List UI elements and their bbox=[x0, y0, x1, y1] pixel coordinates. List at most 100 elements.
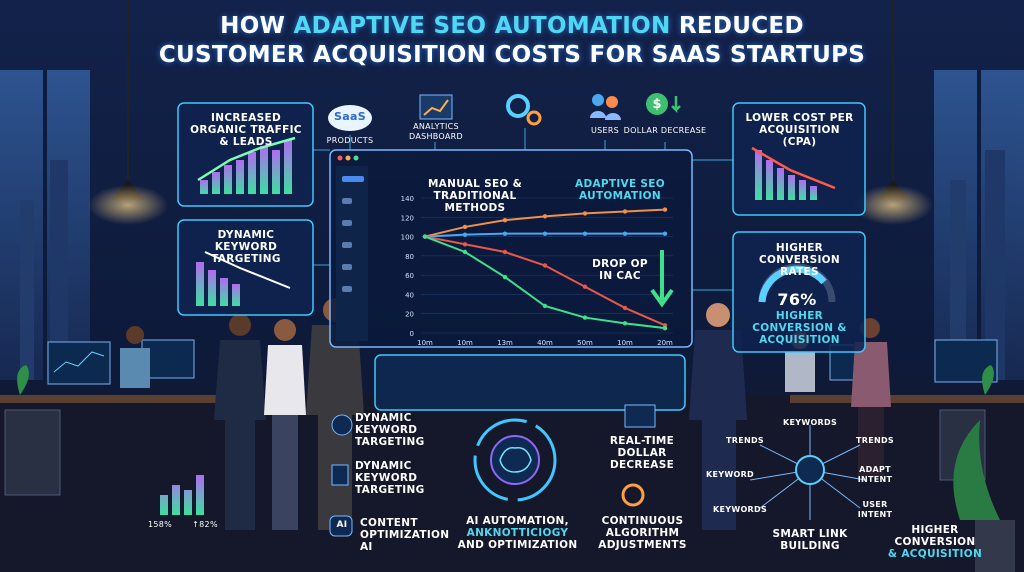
footer-line: & ACQUISITION bbox=[887, 548, 983, 560]
title-highlight: ADAPTIVE SEO AUTOMATION bbox=[293, 13, 671, 39]
title-text: HOW bbox=[220, 13, 286, 39]
panel-title: DYNAMIC KEYWORD TARGETING bbox=[211, 229, 281, 265]
feature-label: CONTENT OPTIMIZATION AI bbox=[360, 517, 450, 553]
data-point bbox=[462, 249, 468, 255]
data-point bbox=[622, 305, 628, 311]
svg-text:$: $ bbox=[652, 97, 661, 112]
y-tick-label: 40 bbox=[405, 291, 414, 299]
y-tick-label: 0 bbox=[410, 330, 414, 338]
data-point bbox=[582, 284, 588, 289]
data-point bbox=[662, 207, 668, 212]
y-tick-label: 20 bbox=[405, 311, 414, 319]
data-point bbox=[462, 232, 468, 237]
feature-label: DYNAMIC KEYWORD TARGETING bbox=[355, 412, 425, 448]
feature-label: DYNAMIC KEYWORD TARGETING bbox=[355, 460, 425, 496]
ai-badge: AI bbox=[336, 520, 348, 530]
windows bbox=[0, 70, 1024, 380]
network-node: KEYWORDS bbox=[712, 505, 768, 514]
footer-line: HIGHER CONVERSION bbox=[894, 524, 976, 548]
x-tick-label: 10m bbox=[417, 339, 433, 347]
icon-label: PRODUCTS bbox=[326, 136, 374, 145]
network-node: ADAPT INTENT bbox=[857, 465, 893, 484]
x-tick-label: 20m bbox=[657, 339, 673, 347]
gauge-value: 76% bbox=[777, 290, 817, 309]
data-point bbox=[502, 249, 508, 255]
data-point bbox=[462, 242, 468, 247]
network-node: KEYWORD bbox=[706, 470, 754, 479]
y-tick-label: 100 bbox=[401, 234, 414, 242]
network-node: KEYWORDS bbox=[782, 418, 838, 427]
panel-icons: $ bbox=[160, 93, 836, 515]
feature-label: CONTINUOUS ALGORITHM ADJUSTMENTS bbox=[598, 515, 687, 551]
y-tick-label: 140 bbox=[401, 195, 414, 203]
icon-label: DOLLAR DECREASE bbox=[623, 126, 707, 135]
data-point bbox=[542, 303, 548, 309]
panel-title: HIGHER CONVERSION RATES bbox=[759, 242, 840, 278]
data-point bbox=[582, 211, 588, 216]
icon-label: USERS bbox=[590, 126, 620, 135]
dashboard-chart: 0 20 40 60 80 100 120 140 10m 10m 13m 40m 50m 10m 20m bbox=[336, 155, 674, 347]
panel-title: LOWER COST PER ACQUISITION (CPA) bbox=[745, 112, 854, 148]
data-point bbox=[502, 274, 508, 280]
data-point bbox=[662, 231, 668, 236]
stat: ↑82% bbox=[192, 520, 218, 529]
data-point bbox=[622, 209, 628, 214]
data-point bbox=[502, 217, 508, 223]
lamps bbox=[88, 0, 933, 225]
network-node: TRENDS bbox=[856, 436, 894, 445]
feature-label: REAL-TIME DOLLAR DECREASE bbox=[609, 435, 675, 471]
chart-annotation: DROP OP IN CAC bbox=[592, 258, 648, 282]
panel-title: INCREASED ORGANIC TRAFFIC & LEADS bbox=[190, 112, 302, 148]
hub-line: ANKNOTTICIOGY bbox=[466, 527, 569, 539]
x-tick-label: 40m bbox=[537, 339, 553, 347]
data-point bbox=[542, 231, 548, 236]
sidebar-item bbox=[342, 220, 352, 226]
hub-line: AI AUTOMATION, bbox=[466, 515, 569, 527]
chart-label: ADAPTIVE SEO AUTOMATION bbox=[575, 178, 665, 202]
network-node: TRENDS bbox=[726, 436, 764, 445]
sidebar-item bbox=[342, 198, 352, 204]
data-point bbox=[582, 231, 588, 236]
data-point bbox=[582, 315, 588, 320]
title: HOW ADAPTIVE SEO AUTOMATION REDUCED CUST… bbox=[90, 12, 934, 70]
data-point bbox=[502, 231, 508, 236]
panel-caption: HIGHER CONVERSION & ACQUISITION bbox=[752, 310, 847, 346]
drop-arrow bbox=[650, 250, 674, 308]
data-point bbox=[422, 234, 428, 239]
data-point bbox=[542, 214, 548, 219]
icon-label: ANALYTICS DASHBOARD bbox=[409, 122, 463, 141]
connectors bbox=[313, 128, 733, 291]
window-dot bbox=[353, 155, 359, 161]
sidebar bbox=[336, 166, 368, 341]
title-text: CUSTOMER ACQUISITION COSTS FOR SAAS STAR… bbox=[158, 42, 866, 68]
y-tick-label: 80 bbox=[405, 253, 414, 261]
bottom-decor bbox=[329, 404, 866, 537]
sidebar-item bbox=[342, 286, 352, 292]
icon-badge: SaaS bbox=[334, 110, 366, 123]
hub-label: AI AUTOMATION, ANKNOTTICIOGY AND OPTIMIZ… bbox=[455, 515, 580, 551]
sidebar-item bbox=[342, 264, 352, 270]
footer-caption: HIGHER CONVERSION & ACQUISITION bbox=[880, 524, 990, 560]
window-dot bbox=[337, 155, 343, 161]
chart-label: MANUAL SEO & TRADITIONAL METHODS bbox=[427, 178, 523, 214]
data-point bbox=[462, 224, 468, 230]
title-text: REDUCED bbox=[678, 13, 804, 39]
y-tick-label: 120 bbox=[401, 214, 414, 222]
network-caption: SMART LINK BUILDING bbox=[772, 528, 848, 552]
hub-line: AND OPTIMIZATION bbox=[457, 539, 578, 551]
x-tick-label: 10m bbox=[457, 339, 473, 347]
x-tick-label: 50m bbox=[577, 339, 593, 347]
x-tick-label: 10m bbox=[617, 339, 633, 347]
window-dot bbox=[345, 155, 351, 161]
data-point bbox=[622, 231, 628, 236]
y-tick-label: 60 bbox=[405, 272, 414, 280]
stat: 158% bbox=[147, 520, 173, 529]
data-point bbox=[622, 321, 628, 326]
network-node: USER INTENT bbox=[857, 500, 893, 519]
data-point bbox=[542, 263, 548, 268]
x-tick-label: 13m bbox=[497, 339, 513, 347]
sidebar-item bbox=[342, 176, 364, 182]
sidebar-item bbox=[342, 242, 352, 248]
